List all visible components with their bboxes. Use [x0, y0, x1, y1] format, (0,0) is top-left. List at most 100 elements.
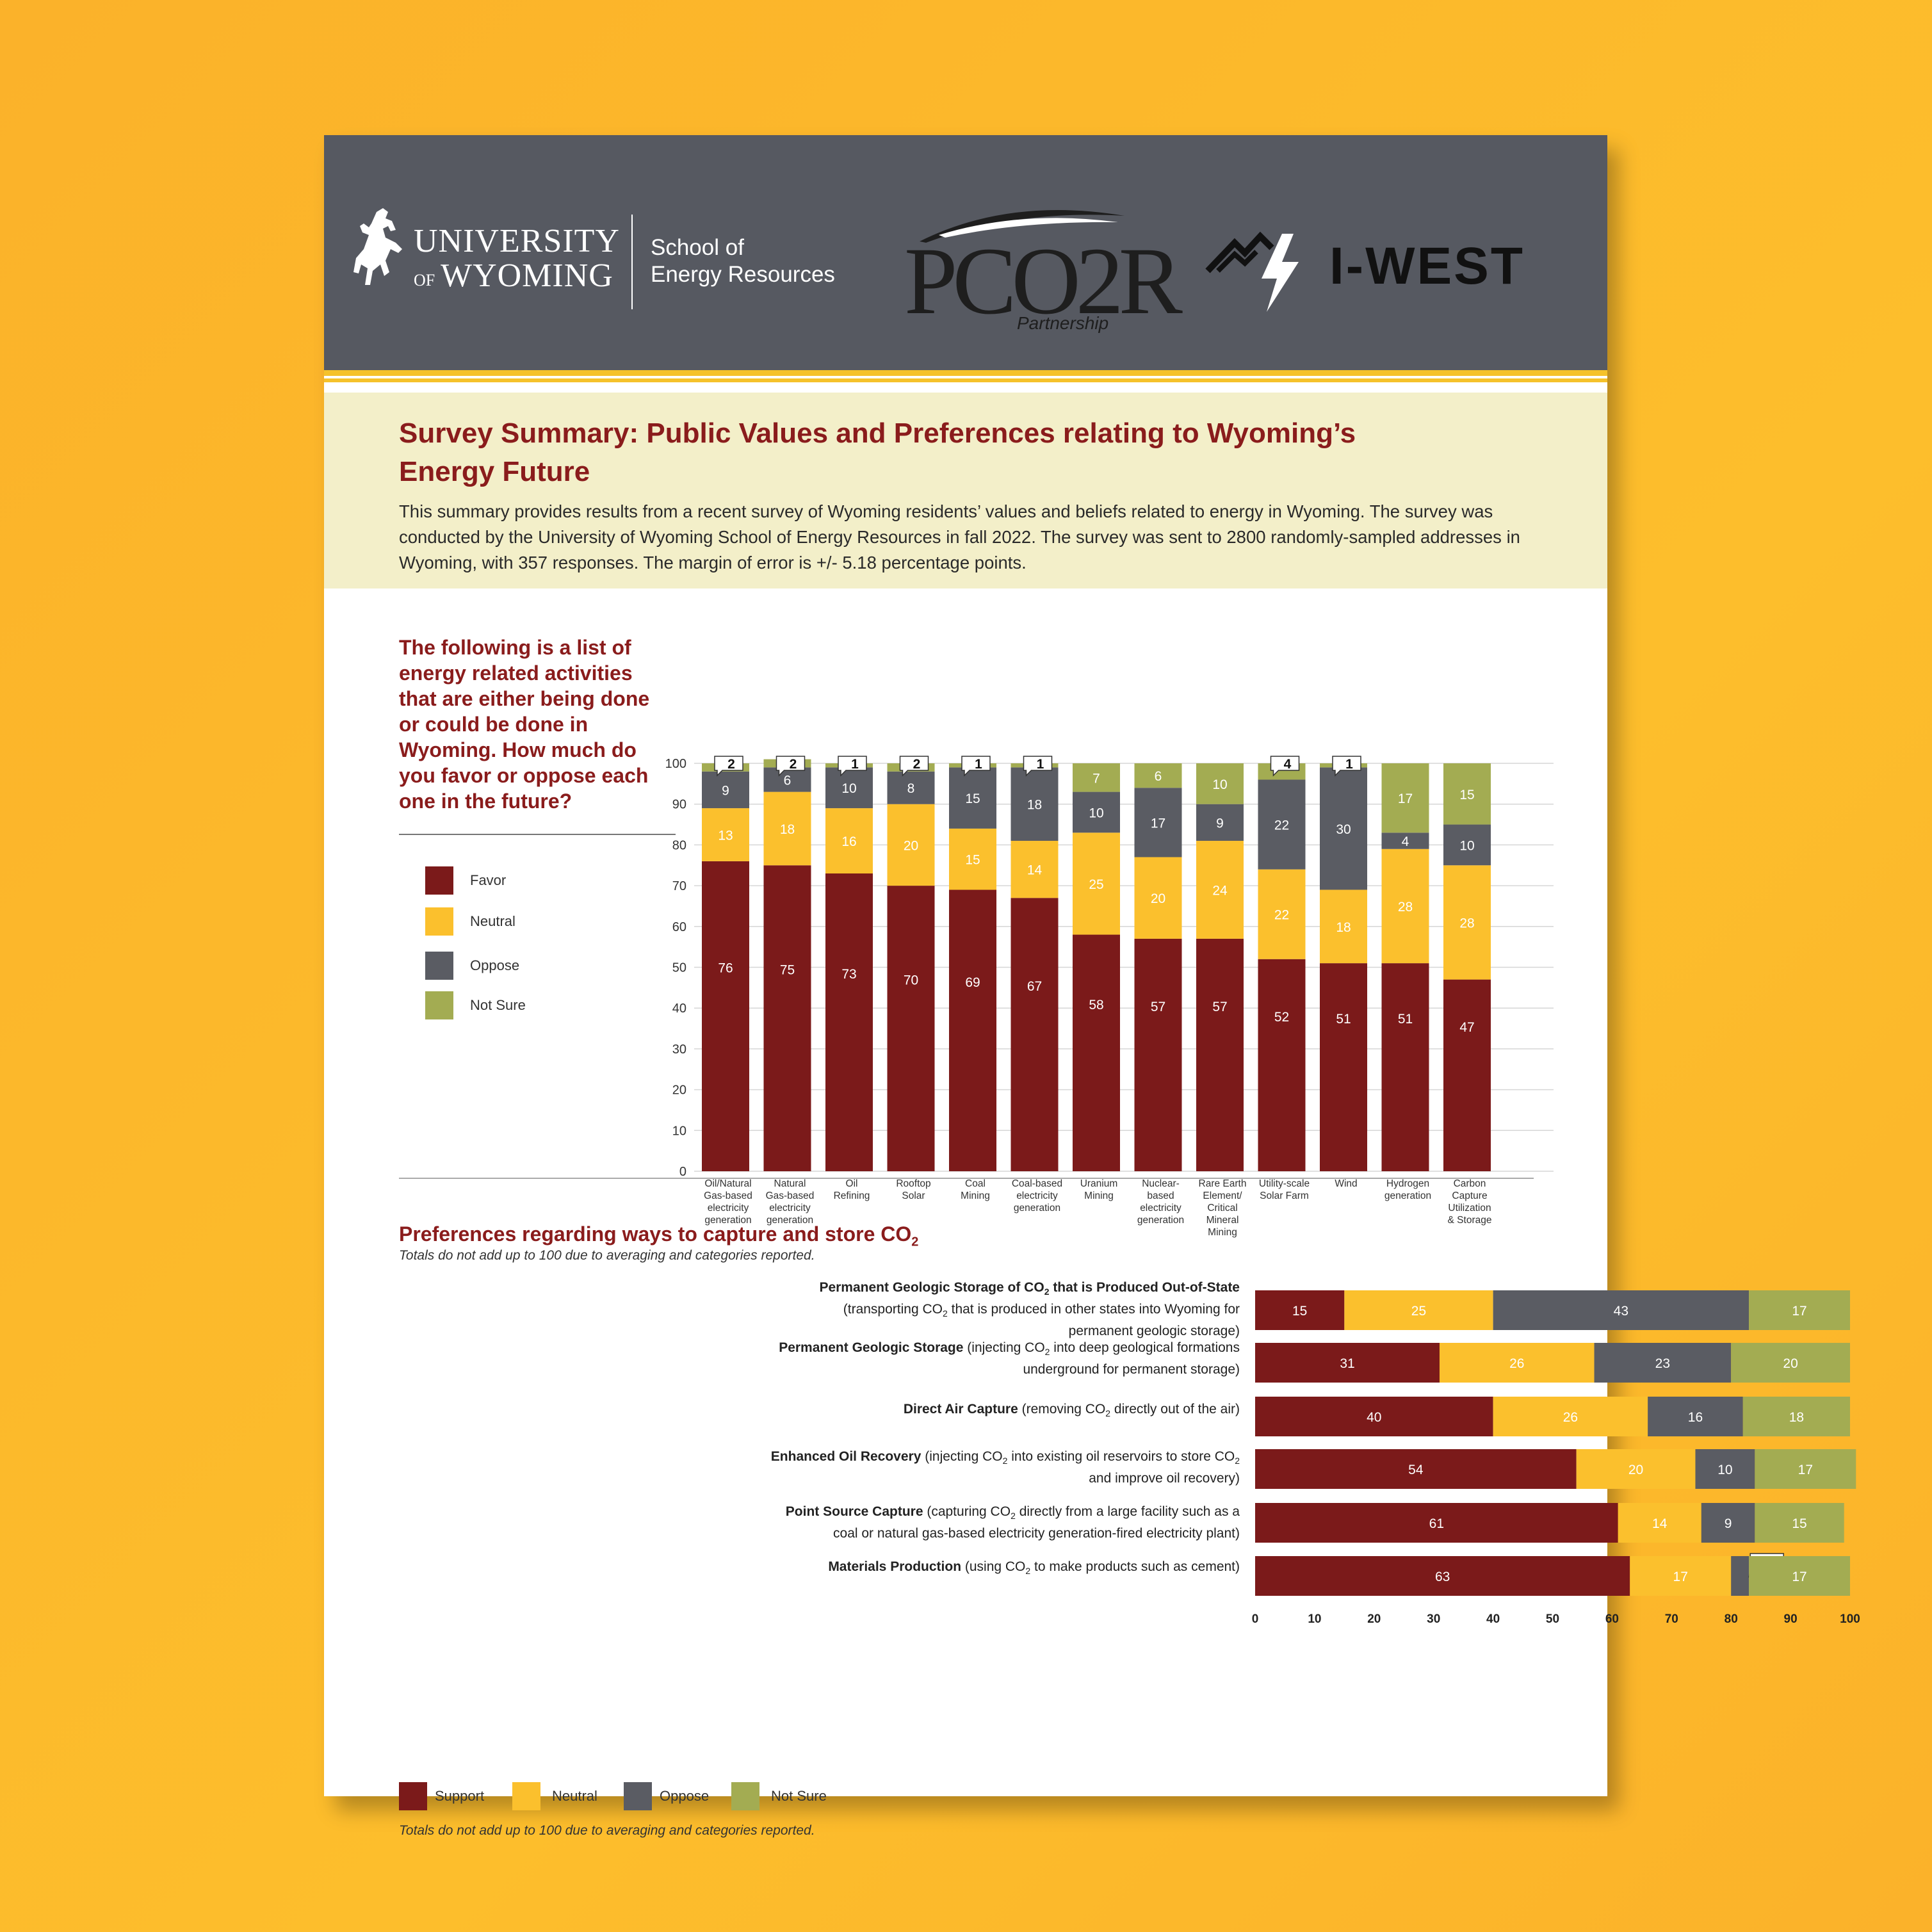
data-label: 2 [913, 757, 921, 772]
question-divider [399, 834, 676, 835]
data-label: 69 [965, 975, 980, 990]
legend-swatch [425, 991, 453, 1019]
bar-segment-neutral [887, 804, 935, 886]
data-label: 31 [1340, 1356, 1354, 1371]
bar-segment-neutral [1443, 865, 1491, 980]
x-category-label: Capture [1452, 1190, 1487, 1201]
x-tick-label: 0 [1252, 1612, 1259, 1626]
data-label: 15 [965, 853, 980, 868]
row-label-bold: Point Source Capture [785, 1504, 923, 1519]
hbar-segment-support [1255, 1290, 1345, 1330]
row-label-geologic-storage: Permanent Geologic Storage (injecting CO… [663, 1339, 1240, 1378]
data-label: 10 [1089, 806, 1103, 820]
data-label: 17 [1798, 1463, 1813, 1477]
x-category-label: Mineral [1206, 1215, 1239, 1226]
callout-bubble [1023, 756, 1053, 777]
row-label-desc-b: directly out of the air) [1110, 1402, 1240, 1417]
row-label-desc-c: coal or natural gas-based electricity ge… [833, 1526, 1240, 1541]
data-label: 14 [1027, 863, 1043, 878]
co2-sub: 2 [1044, 1347, 1050, 1358]
x-category-label: generation [1384, 1190, 1431, 1201]
hbar-segment-oppose [1648, 1397, 1743, 1436]
row-label-desc-c: underground for permanent storage) [1023, 1362, 1240, 1377]
x-category-label: Rare Earth [1199, 1178, 1247, 1189]
row-label-desc-a: (injecting CO [921, 1449, 1003, 1464]
hbar-segment-neutral [1618, 1503, 1701, 1543]
legend-label: Neutral [470, 913, 515, 929]
hbar-segment-neutral [1493, 1397, 1648, 1436]
x-tick-label: 60 [1605, 1612, 1619, 1626]
data-label: 18 [1789, 1410, 1804, 1425]
chart2-footnote: Totals do not add up to 100 due to avera… [399, 1823, 815, 1838]
x-category-label: Solar [902, 1190, 925, 1201]
legend-swatch [399, 1782, 427, 1810]
x-tick-label: 90 [1784, 1612, 1798, 1626]
x-category-label: Mining [1084, 1190, 1114, 1201]
data-label: 58 [1089, 998, 1103, 1012]
x-category-label: Critical [1207, 1203, 1237, 1214]
bar-segment-oppose [1443, 824, 1491, 866]
x-category-label: Nuclear- [1142, 1178, 1180, 1189]
hbar-segment-oppose [1695, 1449, 1755, 1489]
row-label-desc-a: (transporting CO [843, 1302, 943, 1317]
data-label: 13 [718, 828, 733, 843]
school-name-line1: School of [651, 235, 744, 260]
data-label: 18 [780, 822, 795, 837]
bar-segment-oppose [1011, 767, 1059, 841]
bar-segment-not-sure [1073, 763, 1120, 792]
data-label: 17 [1398, 791, 1413, 806]
x-category-label: electricity [708, 1203, 749, 1214]
data-label: 15 [1459, 788, 1474, 802]
header-bar: UNIVERSITY OF WYOMING School of Energy R… [324, 135, 1607, 370]
data-label: 2 [727, 757, 735, 772]
data-label: 28 [1398, 900, 1413, 914]
uw-wordmark-of: OF [414, 271, 435, 289]
bar-segment-favor [1011, 898, 1059, 1171]
row-label-desc-a: (removing CO [1018, 1402, 1106, 1417]
hbar-segment-not-sure [1755, 1449, 1856, 1489]
legend-swatch [512, 1782, 540, 1810]
bar-segment-favor [949, 889, 996, 1171]
data-label: 9 [722, 783, 729, 798]
x-category-label: Solar Farm [1260, 1190, 1309, 1201]
legend-label: Support [435, 1788, 485, 1804]
data-label: 51 [1336, 1012, 1351, 1027]
hbar-segment-neutral [1344, 1290, 1493, 1330]
data-label: 54 [1408, 1463, 1424, 1477]
bar-segment-oppose [702, 771, 749, 809]
x-category-label: generation [767, 1215, 813, 1226]
y-tick-label: 20 [672, 1084, 686, 1098]
legend-swatch [425, 952, 453, 980]
data-label: 30 [1336, 822, 1351, 837]
row-label-desc-c: and improve oil recovery) [1089, 1471, 1240, 1486]
data-label: 10 [841, 781, 856, 796]
legend-label: Not Sure [470, 997, 526, 1013]
x-category-label: Oil [846, 1178, 858, 1189]
logo-divider [631, 215, 633, 309]
data-label: 57 [1212, 1000, 1227, 1014]
x-category-label: based [1147, 1190, 1174, 1201]
hbar-segment-support [1255, 1343, 1440, 1383]
y-tick-label: 70 [672, 879, 686, 893]
x-tick-label: 40 [1486, 1612, 1500, 1626]
hbar-segment-neutral [1576, 1449, 1696, 1489]
hbar-segment-not-sure [1742, 1397, 1850, 1436]
bar-segment-oppose [1134, 788, 1182, 857]
data-label: 23 [1655, 1356, 1670, 1371]
pcor-swoosh-icon [920, 210, 1124, 243]
bar-segment-neutral [1258, 869, 1306, 959]
bar-segment-favor [825, 873, 873, 1171]
iwest-logo: I-WEST [1329, 237, 1525, 295]
hbar-segment-support [1255, 1449, 1577, 1489]
y-tick-label: 60 [672, 920, 686, 934]
hbar-segment-oppose [1731, 1556, 1749, 1596]
energy-activities-chart: 0102030405060708090100761392Oil/NaturalG… [665, 756, 1554, 1238]
row-label-bold: Enhanced Oil Recovery [770, 1449, 921, 1464]
row-label-desc-b: that is produced in other states into Wy… [947, 1302, 1240, 1317]
x-category-label: generation [1014, 1203, 1060, 1214]
row-label-desc-c: permanent geologic storage) [1068, 1324, 1240, 1339]
data-label: 10 [1459, 838, 1474, 853]
row-label-bold: Permanent Geologic Storage of CO [819, 1280, 1044, 1295]
data-label: 18 [1027, 798, 1042, 813]
hbar-segment-support [1255, 1397, 1493, 1436]
